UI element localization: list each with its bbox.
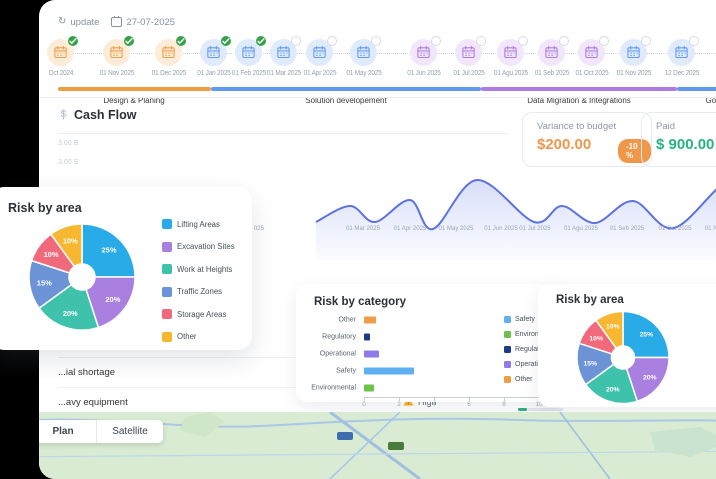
svg-text:10%: 10%	[606, 324, 620, 331]
svg-text:20%: 20%	[63, 309, 78, 318]
svg-text:20%: 20%	[606, 387, 620, 394]
svg-text:25%: 25%	[101, 246, 116, 255]
svg-text:20%: 20%	[643, 375, 657, 382]
svg-text:10%: 10%	[589, 336, 603, 343]
svg-text:15%: 15%	[583, 360, 597, 367]
svg-text:10%: 10%	[44, 250, 59, 259]
svg-text:20%: 20%	[105, 295, 120, 304]
svg-text:10%: 10%	[63, 236, 78, 245]
svg-text:15%: 15%	[37, 279, 52, 288]
svg-text:25%: 25%	[640, 332, 654, 339]
